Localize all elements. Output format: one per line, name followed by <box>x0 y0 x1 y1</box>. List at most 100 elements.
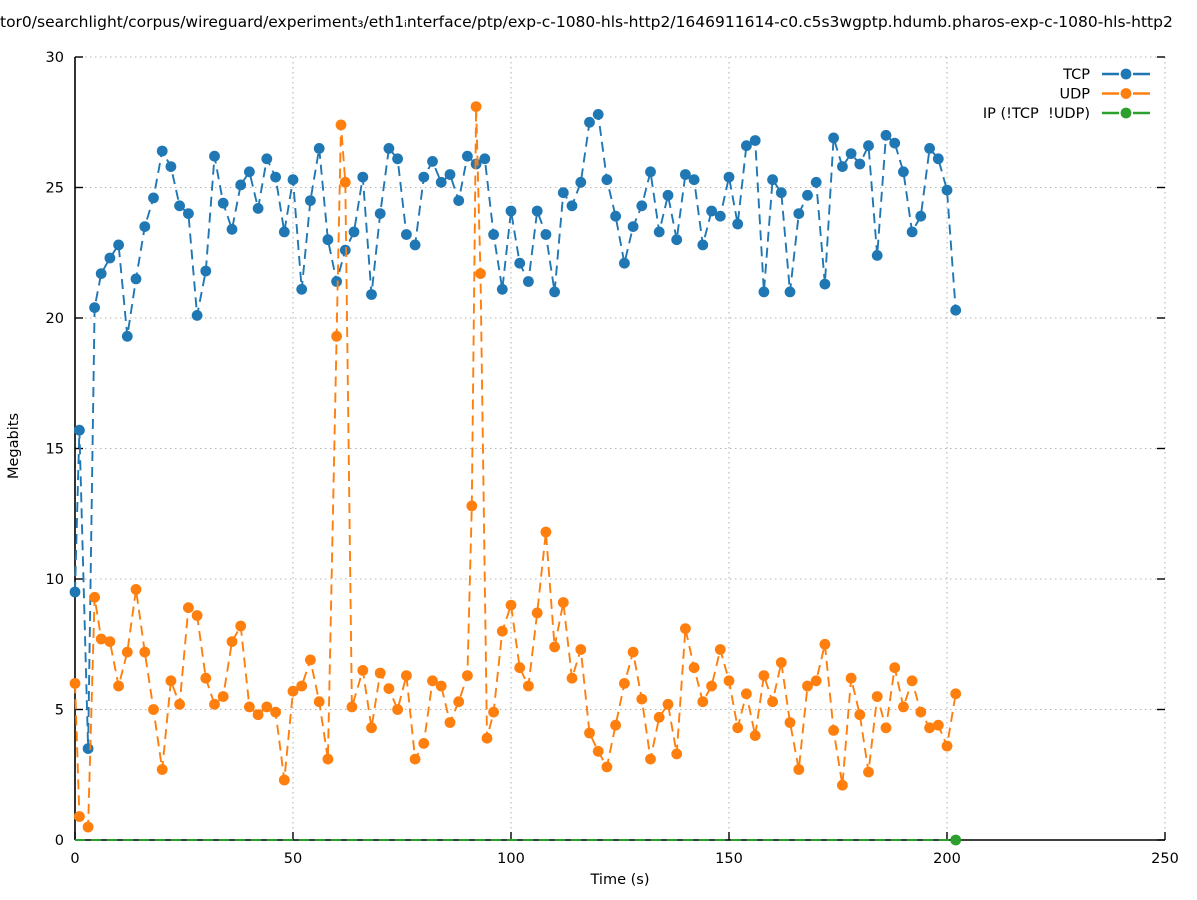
series-marker-UDP <box>688 662 700 674</box>
series-marker-TCP <box>662 189 674 201</box>
series-marker-TCP <box>741 140 752 152</box>
series-marker-UDP <box>165 675 177 687</box>
series-marker-UDP <box>444 717 456 728</box>
series-marker-TCP <box>427 156 438 167</box>
x-axis-label: Time (s) <box>590 872 650 888</box>
series-marker-UDP <box>217 691 229 702</box>
series-marker-TCP <box>636 200 648 212</box>
x-tick-label: 200 <box>933 851 961 867</box>
series-marker-TCP <box>462 150 473 162</box>
series-marker-UDP <box>89 591 100 603</box>
series-marker-UDP <box>74 811 85 822</box>
series-marker-UDP <box>723 675 735 687</box>
series-marker-UDP <box>662 698 674 710</box>
series-marker-TCP <box>584 116 595 128</box>
series-marker-TCP <box>244 166 255 178</box>
series-marker-UDP <box>898 701 909 713</box>
series-marker-UDP <box>767 696 778 708</box>
series-marker-UDP <box>653 711 665 723</box>
legend-label: UDP <box>1059 87 1090 103</box>
series-marker-TCP <box>557 187 569 199</box>
series-marker-TCP <box>165 161 177 173</box>
series-marker-TCP <box>174 200 186 212</box>
series-marker-UDP <box>619 678 630 689</box>
series-marker-TCP <box>793 208 805 220</box>
series-marker-TCP <box>496 283 508 295</box>
series-marker-UDP <box>331 330 342 342</box>
series-marker-UDP <box>82 821 94 833</box>
series-marker-UDP <box>601 761 613 773</box>
series-marker-TCP <box>74 424 85 436</box>
series-marker-TCP <box>374 208 386 220</box>
series-marker-TCP <box>688 174 700 186</box>
series-marker-UDP <box>671 748 683 760</box>
series-marker-TCP <box>880 129 892 141</box>
series-marker-UDP <box>470 101 482 112</box>
series-marker-UDP <box>191 610 203 621</box>
series-marker-TCP <box>601 174 613 186</box>
series-marker-UDP <box>828 725 839 736</box>
series-marker-TCP <box>828 132 839 144</box>
series-marker-TCP <box>758 286 770 298</box>
series-marker-TCP <box>121 330 133 342</box>
series-marker-TCP <box>505 205 517 217</box>
series-marker-TCP <box>566 200 578 212</box>
series-marker-UDP <box>889 662 901 674</box>
series-marker-UDP <box>906 675 918 687</box>
series-marker-TCP <box>889 137 901 149</box>
series-marker-UDP <box>226 636 238 647</box>
series-marker-TCP <box>278 226 290 238</box>
series-marker-UDP <box>924 722 935 734</box>
y-axis-label: Megabits <box>6 413 22 479</box>
series-marker-UDP <box>645 753 656 765</box>
legend-marker-sample <box>1120 68 1132 80</box>
series-marker-UDP <box>732 722 744 734</box>
y-tick-label: 5 <box>55 703 64 719</box>
series-marker-TCP <box>287 174 299 186</box>
series-marker-TCP <box>296 283 308 295</box>
series-marker-TCP <box>95 268 107 279</box>
y-tick-label: 20 <box>46 311 64 327</box>
series-marker-TCP <box>383 143 395 154</box>
series-marker-TCP <box>217 197 229 209</box>
series-marker-TCP <box>313 143 325 154</box>
series-marker-TCP <box>871 250 883 261</box>
series-marker-UDP <box>706 680 717 692</box>
series-marker-TCP <box>863 140 874 152</box>
series-marker-UDP <box>313 696 325 708</box>
series-marker-UDP <box>584 727 595 739</box>
series-marker-TCP <box>531 205 543 217</box>
series-marker-TCP <box>932 153 944 165</box>
series-marker-UDP <box>305 654 316 666</box>
series-marker-UDP <box>932 719 944 731</box>
series-marker-UDP <box>296 680 308 692</box>
series-marker-UDP <box>549 641 560 653</box>
x-tick-label: 250 <box>1151 851 1179 867</box>
series-marker-UDP <box>95 633 107 645</box>
series-marker-UDP <box>270 706 281 718</box>
series-marker-TCP <box>723 171 735 183</box>
series-marker-TCP <box>514 257 526 269</box>
legend-marker-sample <box>1120 107 1132 119</box>
series-marker-UDP <box>139 646 151 658</box>
series-marker-UDP <box>697 696 709 708</box>
series-marker-UDP <box>802 680 813 692</box>
series-marker-TCP <box>69 586 81 598</box>
chart-title: tor0/searchlight/corpus/wireguard/experi… <box>0 13 1173 31</box>
series-marker-UDP <box>392 704 403 715</box>
series-marker-TCP <box>523 276 534 287</box>
series-marker-TCP <box>749 135 761 146</box>
series-marker-UDP <box>575 644 587 655</box>
series-marker-UDP <box>810 675 822 687</box>
series-marker-UDP <box>880 722 892 734</box>
series-marker-TCP <box>645 166 656 178</box>
series-marker-UDP <box>322 753 334 765</box>
series-marker-TCP <box>488 229 499 240</box>
series-marker-UDP <box>941 740 953 752</box>
series-marker-TCP <box>139 221 151 233</box>
series-marker-TCP <box>802 189 813 201</box>
x-tick-label: 100 <box>497 851 525 867</box>
series-marker-UDP <box>148 704 159 715</box>
series-marker-TCP <box>82 743 94 754</box>
